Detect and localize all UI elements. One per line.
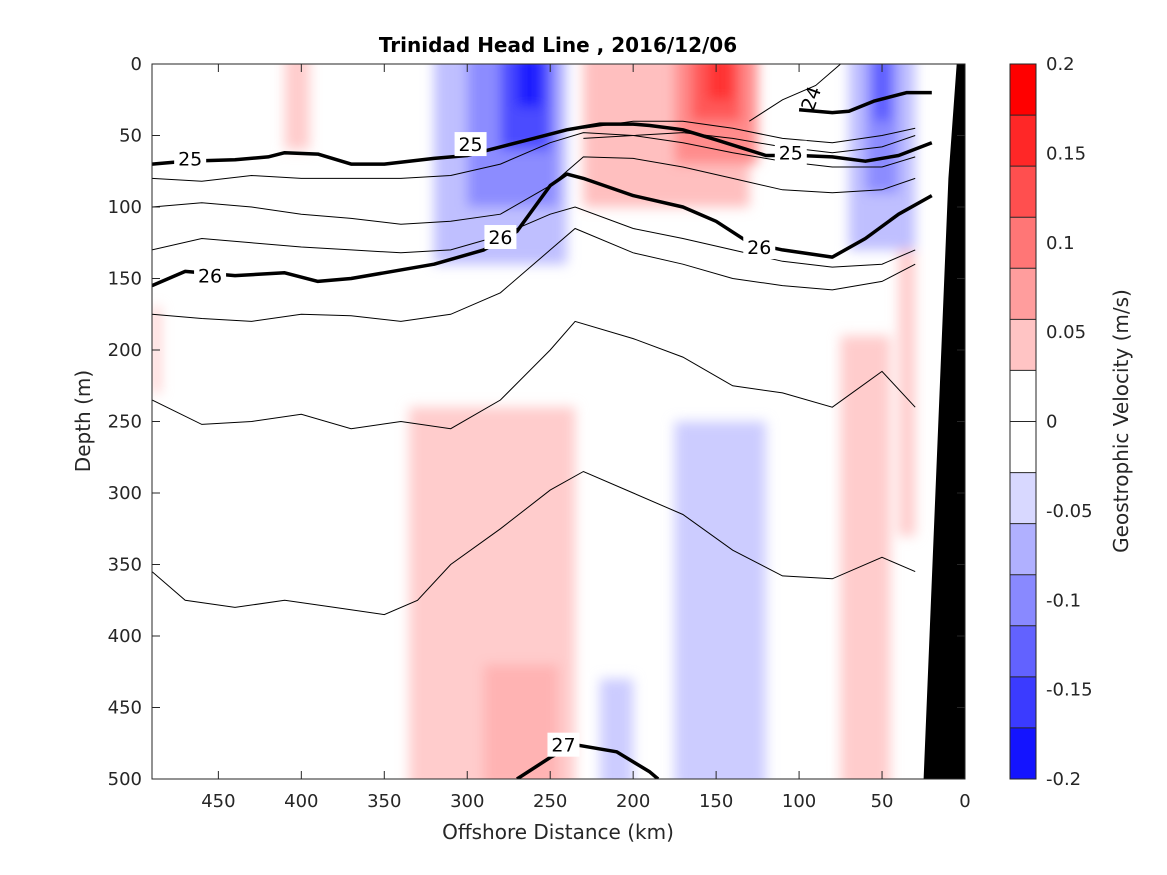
x-tick-label: 150 — [699, 791, 733, 812]
velocity-cell — [674, 421, 766, 779]
x-tick-label: 200 — [616, 791, 650, 812]
velocity-cell — [517, 64, 542, 107]
colorbar-label: Geostrophic Velocity (m/s) — [1109, 289, 1133, 553]
colorbar-segment — [1010, 217, 1036, 269]
y-tick-label: 300 — [108, 483, 142, 504]
colorbar-segment — [1010, 370, 1036, 422]
y-tick-label: 0 — [131, 54, 142, 75]
bathymetry-shape — [923, 64, 965, 779]
contour-label-gap — [743, 235, 776, 260]
colorbar-segment — [1010, 727, 1036, 780]
y-tick-label: 50 — [119, 126, 142, 147]
colorbar-segment — [1010, 676, 1036, 729]
x-axis-label: Offshore Distance (km) — [442, 820, 674, 844]
velocity-cell — [599, 678, 634, 779]
colorbar-segment — [1010, 421, 1036, 474]
colorbar-tick-label: -0.2 — [1046, 769, 1081, 790]
chart-title: Trinidad Head Line , 2016/12/06 — [379, 33, 737, 57]
x-tick-label: 250 — [533, 791, 567, 812]
colorbar-segment — [1010, 64, 1036, 116]
contour-label: 26 — [747, 237, 771, 259]
isopycnal-line — [583, 132, 916, 154]
isopycnal-line — [152, 470, 916, 616]
x-tick-label: 0 — [959, 791, 970, 812]
colorbar-segment — [1010, 625, 1036, 678]
colorbar-segment — [1010, 268, 1036, 320]
contour-label-gap — [454, 132, 487, 157]
y-tick-label: 350 — [108, 555, 142, 576]
colorbar-frame — [1009, 63, 1037, 780]
colorbar-segment — [1010, 523, 1036, 576]
contour-label-gap — [484, 225, 517, 250]
velocity-cell — [898, 249, 916, 536]
isopycnal-line-major — [798, 90, 932, 115]
x-tick-label: 300 — [450, 791, 484, 812]
contour-label-gap — [547, 732, 580, 757]
velocity-cell — [483, 664, 559, 779]
y-axis: 0 50 100 150 200 250 300 350 400 450 500 — [108, 54, 965, 790]
velocity-cell — [707, 64, 733, 100]
contour-label: 26 — [488, 227, 512, 249]
isopycnal-line — [152, 320, 916, 430]
y-tick-label: 400 — [108, 626, 142, 647]
contour-label-gap — [194, 263, 227, 288]
x-tick-label: 450 — [201, 791, 235, 812]
bathymetry — [923, 64, 965, 779]
y-tick-label: 200 — [108, 340, 142, 361]
y-tick-label: 450 — [108, 698, 142, 719]
y-tick-label: 150 — [108, 269, 142, 290]
contour-label: 27 — [551, 735, 575, 757]
colorbar-tick-label: 0.1 — [1046, 233, 1075, 254]
y-tick-label: 500 — [108, 769, 142, 790]
colorbar-tick-label: -0.15 — [1046, 680, 1093, 701]
colorbar-tick-label: 0.15 — [1046, 143, 1086, 164]
colorbar-segment — [1010, 472, 1036, 525]
contour-label-gap — [174, 146, 207, 171]
colorbar-segment — [1010, 115, 1036, 167]
contour-label-gap — [774, 140, 807, 165]
colorbar-segment — [1010, 319, 1036, 371]
isopycnal-line — [152, 227, 916, 322]
isopycnal-line-major — [152, 172, 933, 288]
colorbar-tick-label: 0.2 — [1046, 54, 1075, 75]
x-tick-label: 50 — [871, 791, 894, 812]
x-tick-label: 400 — [284, 791, 318, 812]
velocity-cell — [284, 64, 310, 150]
contour-label: 25 — [458, 134, 482, 156]
isopycnal-line — [749, 64, 841, 122]
colorbar: 0.2 0.15 0.1 0.05 0 -0.05 -0.1 -0.15 -0.2 — [1009, 54, 1093, 790]
colorbar-tick-label: 0.05 — [1046, 322, 1086, 343]
contour-label: 25 — [779, 143, 803, 165]
colorbar-segment — [1010, 574, 1036, 627]
x-axis: 450 400 350 300 250 200 150 100 50 0 — [201, 64, 971, 812]
x-tick-label: 100 — [782, 791, 816, 812]
y-tick-label: 250 — [108, 412, 142, 433]
contour-label: 25 — [178, 148, 202, 170]
x-tick-label: 350 — [367, 791, 401, 812]
isopycnal-line — [583, 120, 916, 144]
velocity-cell — [873, 64, 891, 122]
contour-label: 26 — [198, 266, 222, 288]
colorbar-segment — [1010, 166, 1036, 218]
colorbar-tick-label: -0.05 — [1046, 501, 1093, 522]
colorbar-tick-label: 0 — [1046, 412, 1057, 433]
isopycnal-line-major — [516, 742, 660, 779]
velocity-cell — [840, 335, 891, 779]
colorbar-tick-label: -0.1 — [1046, 590, 1081, 611]
y-tick-label: 100 — [108, 197, 142, 218]
isopycnal-line — [152, 206, 916, 268]
y-axis-label: Depth (m) — [71, 370, 95, 472]
